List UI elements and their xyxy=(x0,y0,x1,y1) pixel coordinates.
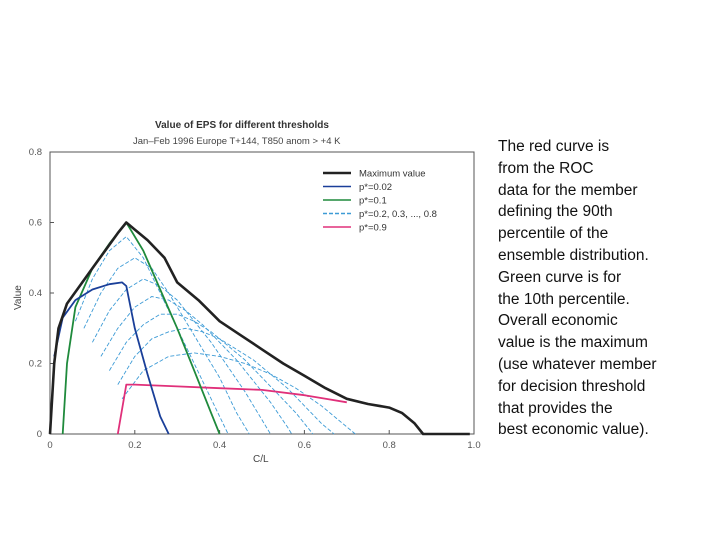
axes-layer: 0 0.2 0.4 0.6 0.8 1.0 0 0.2 0.4 0.6 0.8 xyxy=(29,147,481,451)
x-tick-label: 1.0 xyxy=(467,440,480,451)
x-tick-label: 0.2 xyxy=(128,440,141,451)
eps-value-chart: Value of EPS for different thresholds Ja… xyxy=(13,120,481,465)
series-layer xyxy=(48,221,470,436)
legend-label: Maximum value xyxy=(359,169,426,180)
threshold-curve-line xyxy=(74,235,229,435)
legend: Maximum value p*=0.02 p*=0.1 p*=0.2, 0.3, .… xyxy=(323,169,437,234)
chart-subtitle: Jan–Feb 1996 Europe T+144, T850 anom > +… xyxy=(133,136,341,147)
series-line xyxy=(53,281,170,435)
series-line xyxy=(61,221,221,435)
x-tick-label: 0.6 xyxy=(298,440,311,451)
x-axis-label: C/L xyxy=(253,454,269,465)
series-line xyxy=(116,383,347,435)
caption-line: Overall economic xyxy=(498,312,618,330)
caption-line: defining the 90th xyxy=(498,203,613,221)
y-tick-label: 0.2 xyxy=(29,359,42,370)
caption-line: ensemble distribution. xyxy=(498,246,649,264)
x-tick-label: 0.8 xyxy=(383,440,396,451)
caption-line: percentile of the xyxy=(498,225,609,243)
series-line xyxy=(48,221,470,436)
y-axis-label: Value xyxy=(13,285,24,310)
caption-line: (use whatever member xyxy=(498,355,657,373)
y-tick-label: 0 xyxy=(37,429,42,440)
legend-label: p*=0.02 xyxy=(359,182,392,193)
y-tick-label: 0.4 xyxy=(29,288,42,299)
x-tick-label: 0.4 xyxy=(213,440,226,451)
chart-title: Value of EPS for different thresholds xyxy=(155,120,329,131)
x-tick-label: 0 xyxy=(47,440,52,451)
caption-line: best economic value). xyxy=(498,421,649,439)
caption-line: value is the maximum xyxy=(498,334,648,352)
caption-line: the 10th percentile. xyxy=(498,290,630,308)
caption-line: The red curve is xyxy=(498,138,610,155)
y-tick-label: 0.6 xyxy=(29,218,42,229)
threshold-curve-line xyxy=(121,352,356,435)
threshold-curve-line xyxy=(83,257,250,435)
explanation-caption: The red curve is from the ROC data for the… xyxy=(498,136,713,441)
caption-line: from the ROC xyxy=(498,159,594,177)
threshold-curve-line xyxy=(117,327,335,435)
caption-line: Green curve is for xyxy=(498,268,622,286)
threshold-curve-line xyxy=(100,296,293,435)
legend-label: p*=0.9 xyxy=(359,223,387,234)
caption-line: data for the member xyxy=(498,181,638,199)
threshold-curve-line xyxy=(92,278,271,435)
caption-line: that provides the xyxy=(498,399,613,417)
threshold-curve-line xyxy=(109,313,314,435)
legend-label: p*=0.2, 0.3, ..., 0.8 xyxy=(359,209,437,220)
y-tick-label: 0.8 xyxy=(29,147,42,158)
legend-label: p*=0.1 xyxy=(359,196,387,207)
caption-line: for decision threshold xyxy=(498,377,646,395)
